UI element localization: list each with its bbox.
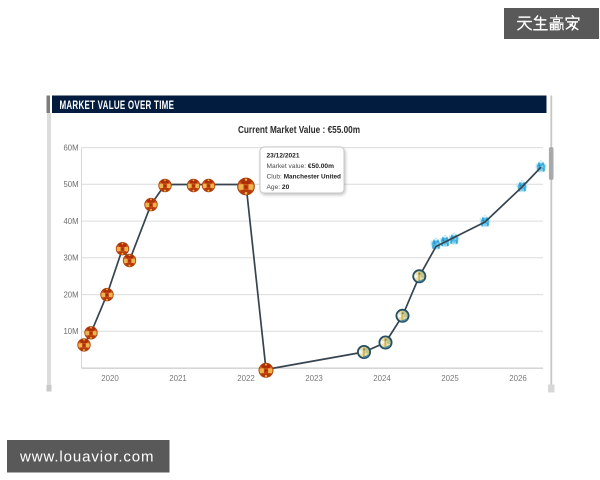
svg-text:Club: Manchester United: Club: Manchester United (267, 174, 342, 181)
svg-text:20M: 20M (64, 290, 79, 299)
svg-text:60M: 60M (64, 143, 79, 152)
svg-text:30M: 30M (64, 254, 79, 263)
svg-text:Market value: €50.00m: Market value: €50.00m (267, 163, 335, 170)
svg-text:Current Market Value : €55.00m: Current Market Value : €55.00m (238, 124, 360, 135)
svg-text:2020: 2020 (101, 374, 119, 383)
svg-text:10M: 10M (64, 327, 79, 336)
svg-text:2024: 2024 (373, 374, 391, 383)
svg-text:2022: 2022 (237, 374, 255, 383)
svg-text:2021: 2021 (169, 374, 187, 383)
svg-text:MARKET VALUE OVER TIME: MARKET VALUE OVER TIME (60, 99, 175, 112)
svg-text:2026: 2026 (509, 374, 527, 383)
svg-text:23/12/2021: 23/12/2021 (267, 153, 300, 160)
svg-text:40M: 40M (64, 217, 79, 226)
svg-text:www.louavior.com: www.louavior.com (19, 449, 154, 466)
svg-text:2023: 2023 (305, 374, 323, 383)
svg-text:2025: 2025 (441, 374, 459, 383)
svg-text:50M: 50M (64, 180, 79, 189)
svg-text:Age: 20: Age: 20 (267, 184, 290, 191)
